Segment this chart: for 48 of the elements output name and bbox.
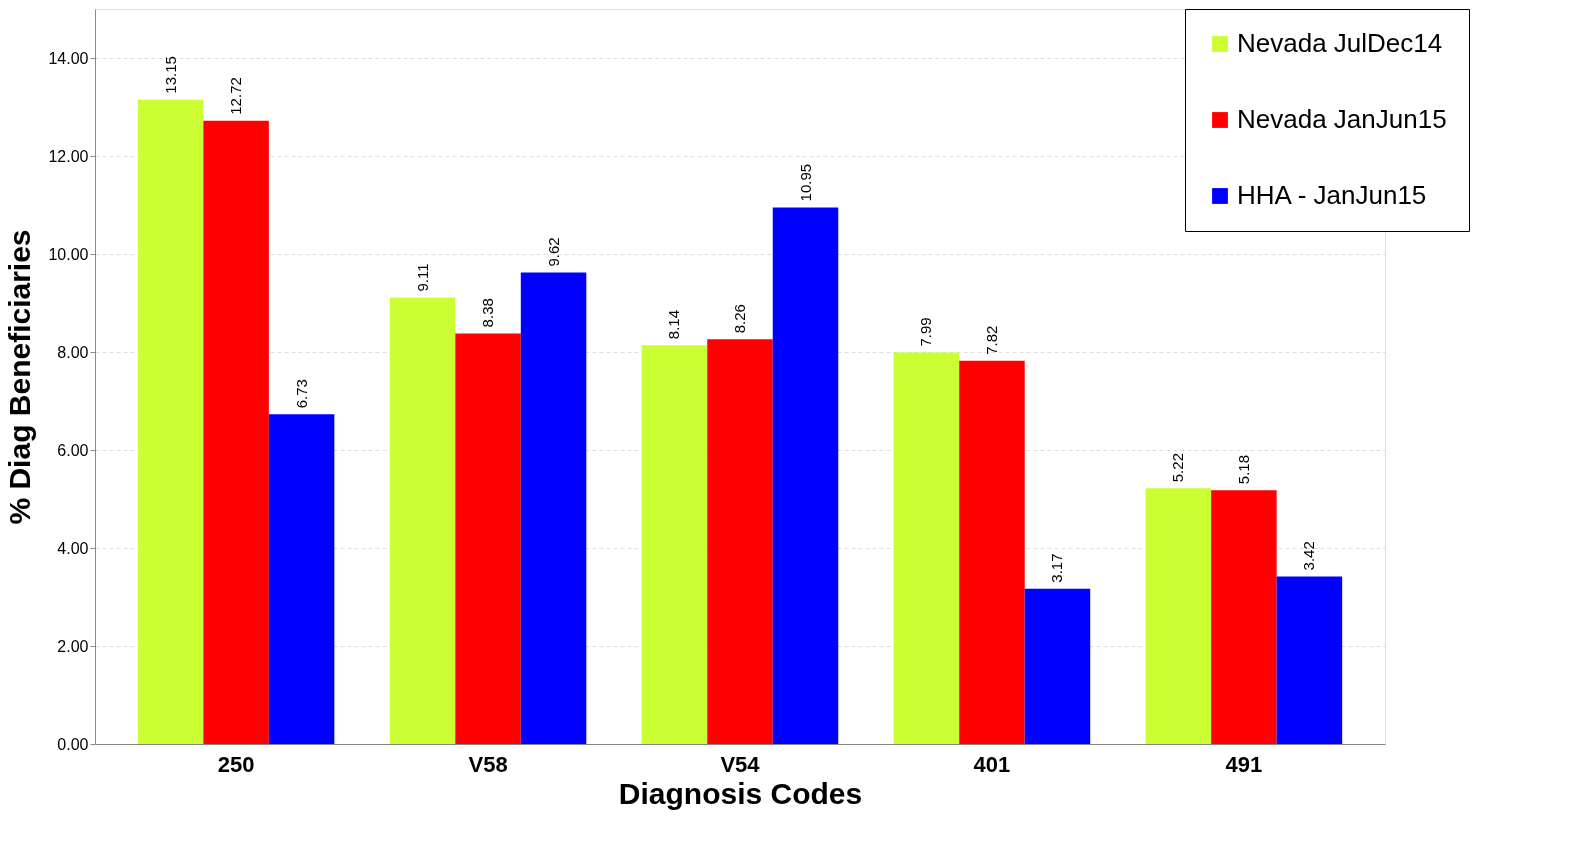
y-tick-label: 6.00 xyxy=(57,441,89,459)
y-tick-label: 12.00 xyxy=(48,147,89,165)
data-label: 8.14 xyxy=(665,309,683,340)
data-label: 5.22 xyxy=(1169,453,1187,483)
y-tick-label: 14.00 xyxy=(48,49,89,67)
x-axis-title: Diagnosis Codes xyxy=(618,776,863,810)
y-axis-title: % Diag Beneficiaries xyxy=(3,229,37,525)
bar xyxy=(389,297,456,744)
data-label: 9.62 xyxy=(544,237,562,267)
bar xyxy=(707,339,773,744)
data-label: 6.73 xyxy=(292,379,310,409)
bar xyxy=(893,352,960,744)
y-tick-label: 0.00 xyxy=(57,735,89,753)
data-label: 5.18 xyxy=(1234,454,1252,485)
bar xyxy=(137,99,204,744)
x-tick-label: 250 xyxy=(217,751,255,777)
data-label: 7.82 xyxy=(982,325,1000,355)
data-label: 3.42 xyxy=(1300,541,1318,571)
data-label: 7.99 xyxy=(917,317,935,347)
data-label: 3.17 xyxy=(1048,553,1066,583)
y-tick-label: 2.00 xyxy=(57,637,89,655)
y-tick-label: 10.00 xyxy=(48,245,89,263)
bar xyxy=(268,414,335,744)
bar xyxy=(772,207,839,744)
bar xyxy=(455,333,521,744)
x-tick-label: V58 xyxy=(468,751,508,777)
bar xyxy=(520,272,587,744)
x-tick-label: V54 xyxy=(720,751,761,777)
data-label: 8.38 xyxy=(479,298,497,328)
bar xyxy=(1276,576,1343,744)
data-label: 9.11 xyxy=(413,263,431,292)
bar xyxy=(1145,488,1212,744)
bar xyxy=(1211,490,1277,744)
data-label: 10.95 xyxy=(796,163,814,202)
legend-label: HHA - JanJun15 xyxy=(1237,180,1427,210)
data-label: 13.15 xyxy=(161,56,179,94)
data-label: 8.26 xyxy=(731,304,748,334)
data-label: 12.72 xyxy=(227,77,245,115)
x-tick-label: 401 xyxy=(973,751,1011,777)
x-tick-label: 491 xyxy=(1225,751,1263,777)
y-tick-label: 8.00 xyxy=(57,343,89,361)
legend-label: Nevada JanJun15 xyxy=(1237,104,1447,134)
legend-label: Nevada JulDec14 xyxy=(1237,28,1443,58)
y-tick-label: 4.00 xyxy=(57,539,89,557)
bar xyxy=(959,360,1025,744)
bar xyxy=(1024,588,1091,744)
bar xyxy=(203,120,269,744)
bar xyxy=(641,345,708,744)
